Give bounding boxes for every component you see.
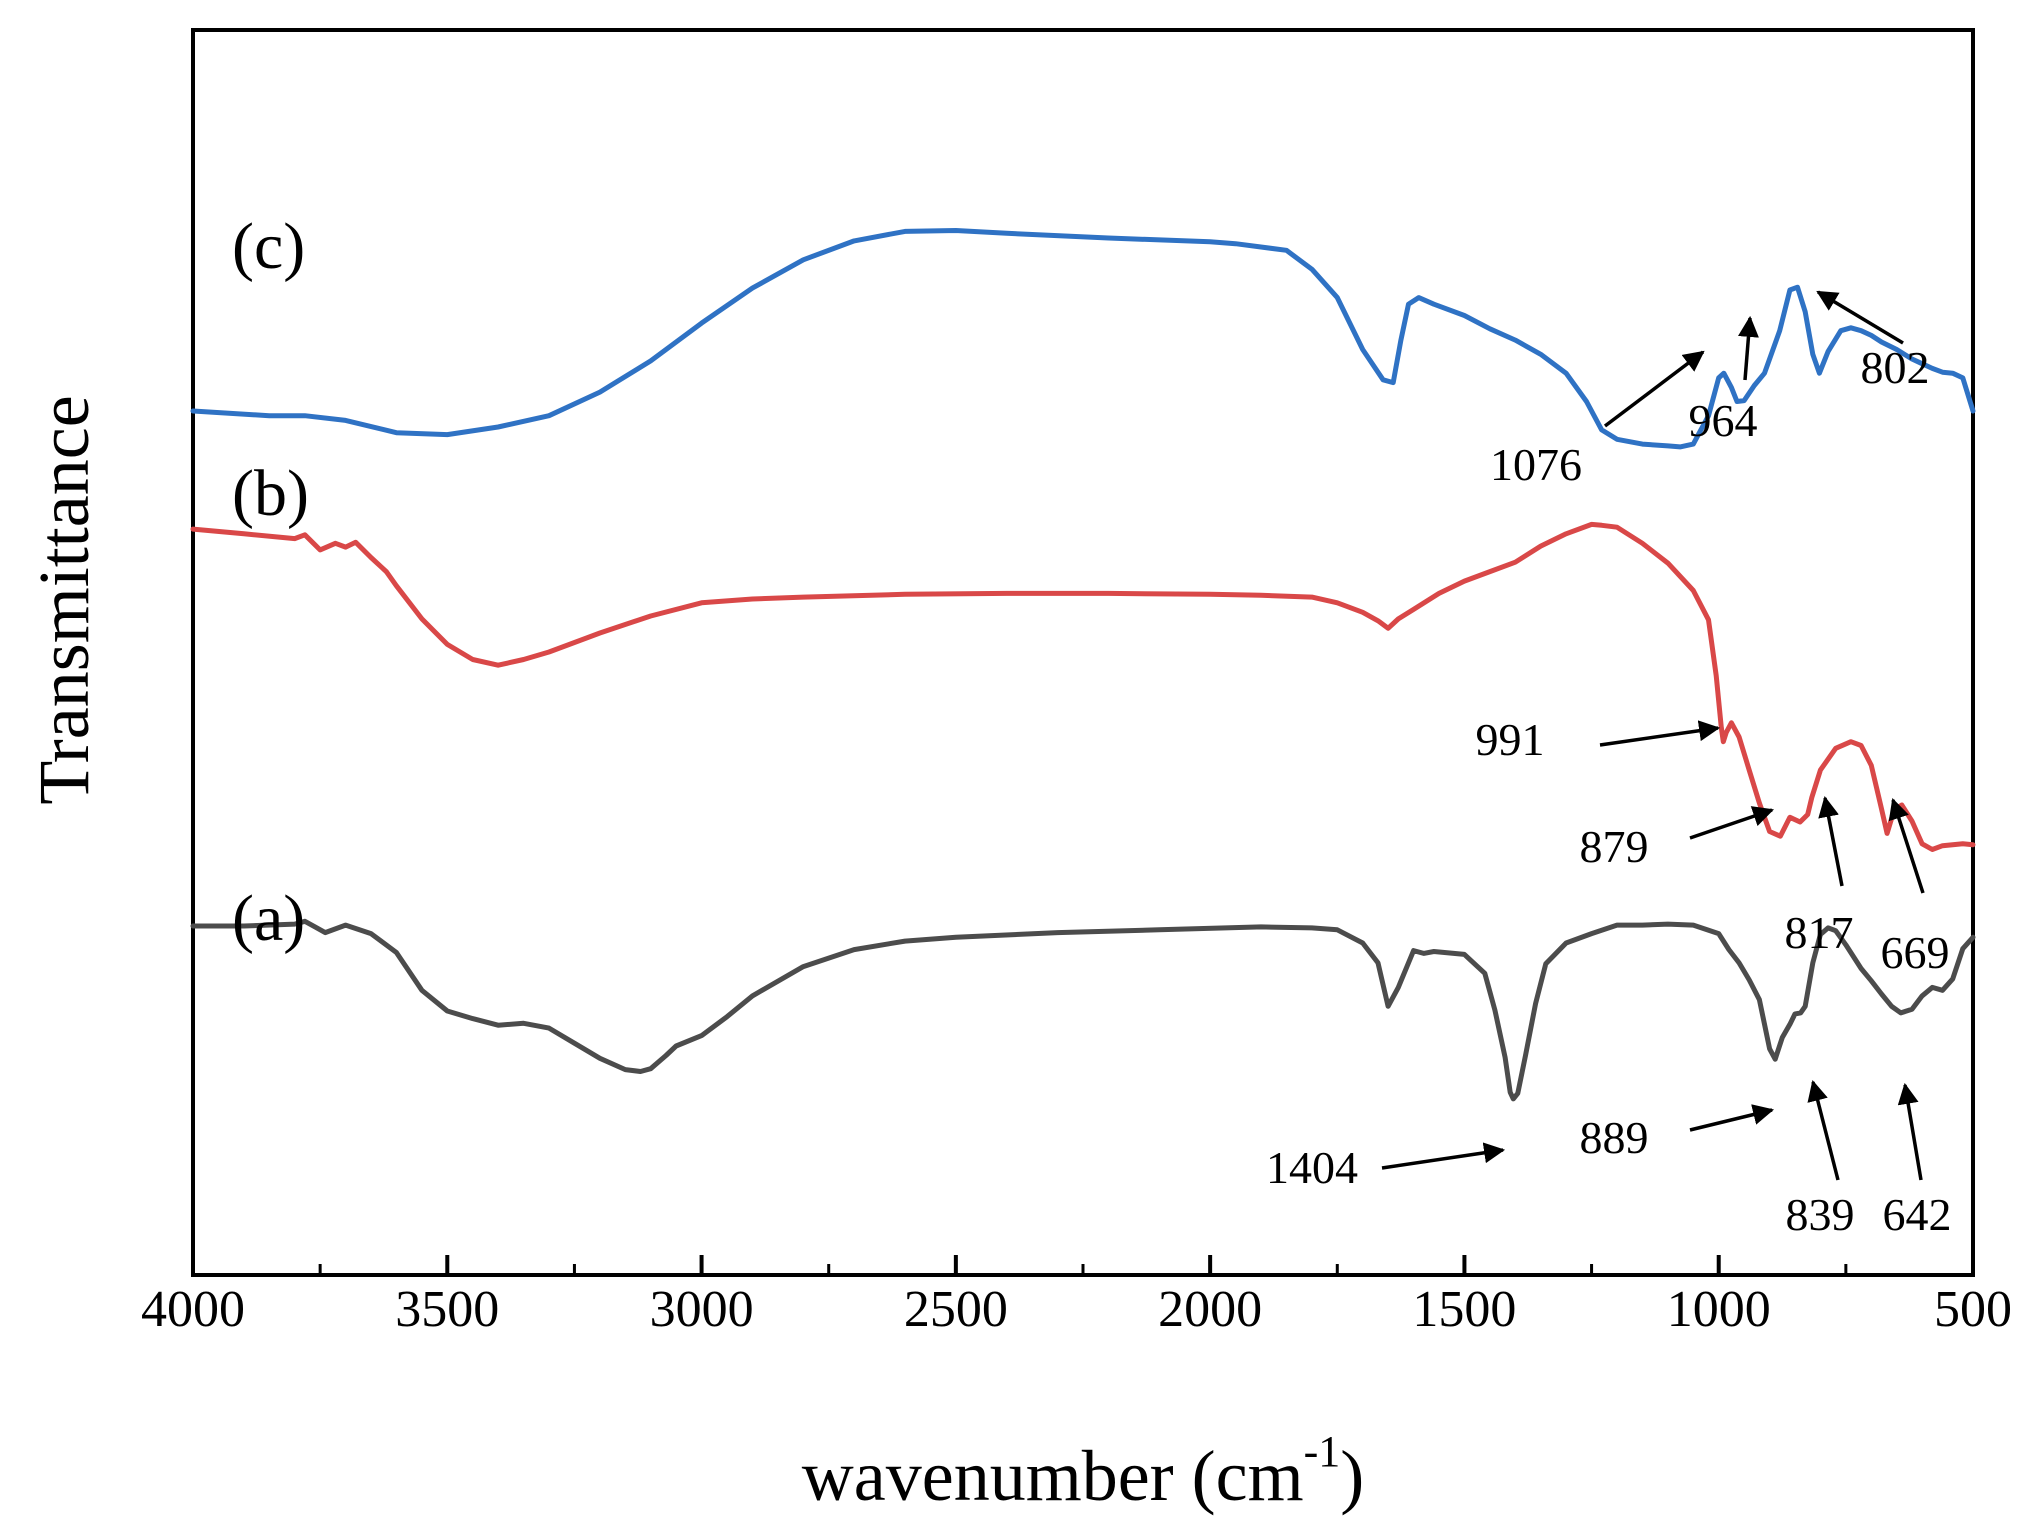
annotation-arrow (1689, 806, 1774, 840)
annotation-arrow (1897, 1082, 1923, 1181)
series-label: (b) (232, 457, 309, 530)
annotation-label: 802 (1861, 342, 1930, 393)
series-line-0 (190, 228, 1976, 450)
annotation-label: 669 (1881, 927, 1950, 978)
annotation-label: 964 (1689, 395, 1758, 446)
x-axis-title-sup: -1 (1304, 1427, 1341, 1476)
series-label: (c) (232, 210, 305, 283)
x-tick-label: 3000 (650, 1281, 754, 1338)
annotation-arrow (1738, 315, 1759, 381)
x-axis-title: wavenumber (cm-1) (802, 1427, 1364, 1516)
annotation-layer: 1076 964 802 991 879 817 669 1404 889 839 642 (1266, 290, 1952, 1240)
annotation-arrow (1381, 1142, 1506, 1170)
annotation-label: 991 (1476, 714, 1545, 765)
x-tick-label: 4000 (141, 1281, 245, 1338)
annotation-label: 839 (1786, 1189, 1855, 1240)
x-tick-label: 500 (1934, 1281, 2012, 1338)
x-axis-title-main: wavenumber (cm (802, 1436, 1304, 1516)
series-line-1 (190, 521, 1976, 852)
series-layer: (c) (b) (a) (190, 210, 1976, 1102)
annotation-arrow (1807, 1079, 1840, 1181)
series-line-2 (190, 918, 1976, 1102)
annotation-arrow (1818, 795, 1844, 887)
annotation-label: 889 (1580, 1112, 1649, 1163)
x-tick-label: 1500 (1412, 1281, 1516, 1338)
x-tick-label: 3500 (395, 1281, 499, 1338)
annotation-arrow (1599, 720, 1721, 747)
annotation-label: 817 (1785, 907, 1854, 958)
annotation-label: 642 (1883, 1189, 1952, 1240)
x-axis-ticks: 4000 3500 3000 2500 2000 1500 1000 500 (141, 1255, 2012, 1338)
annotation-arrow (1816, 290, 1904, 345)
x-tick-label: 2000 (1158, 1281, 1262, 1338)
x-tick-label: 1000 (1667, 1281, 1771, 1338)
annotation-label: 1404 (1266, 1142, 1358, 1193)
annotation-label: 1076 (1490, 439, 1582, 490)
annotation-arrow (1888, 798, 1925, 894)
y-axis-title: Transmittance (24, 395, 104, 804)
series-label: (a) (232, 882, 305, 955)
x-axis-title-close: ) (1340, 1436, 1364, 1516)
x-tick-label: 2500 (904, 1281, 1008, 1338)
annotation-arrow (1689, 1104, 1775, 1132)
annotation-arrow (1603, 350, 1705, 428)
annotation-label: 879 (1580, 821, 1649, 872)
